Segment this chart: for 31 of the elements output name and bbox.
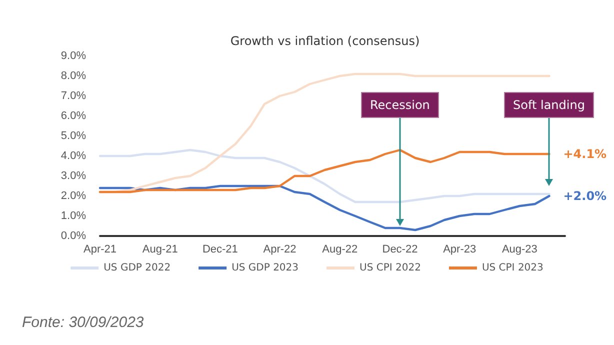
x-tick-label: Apr-22 — [263, 244, 296, 256]
chart-title: Growth vs inflation (consensus) — [230, 34, 420, 48]
annotation: +4.1% — [563, 147, 607, 161]
x-tick-label: Apr-23 — [443, 244, 476, 256]
y-tick-label: 7.0% — [60, 90, 86, 102]
y-tick-label: 6.0% — [60, 110, 86, 122]
legend-label: US CPI 2022 — [360, 262, 421, 274]
source-note: Fonte: 30/09/2023 — [22, 314, 144, 331]
y-tick-label: 4.0% — [60, 150, 86, 162]
annotation: +2.0% — [563, 189, 607, 203]
y-tick-label: 9.0% — [60, 50, 86, 62]
legend-label: US CPI 2023 — [482, 262, 544, 274]
x-tick-label: Apr-21 — [83, 244, 117, 256]
legend-label: US GDP 2023 — [232, 262, 299, 274]
annotation: Soft landing — [504, 92, 594, 118]
line-series — [98, 148, 550, 194]
line-series — [98, 184, 550, 232]
y-tick-label: 3.0% — [60, 170, 86, 182]
y-tick-label: 8.0% — [60, 70, 86, 82]
x-tick-label: Dec-21 — [202, 244, 238, 256]
x-tick-label: Aug-23 — [502, 244, 538, 256]
x-tick-label: Dec-22 — [382, 244, 418, 256]
y-tick-label: 1.0% — [60, 210, 86, 222]
line-series — [98, 148, 550, 204]
legend-label: US GDP 2022 — [104, 262, 171, 274]
y-tick-label: 5.0% — [60, 130, 86, 142]
y-tick-label: 2.0% — [60, 190, 86, 202]
x-tick-label: Aug-21 — [142, 244, 178, 256]
annotation: Recession — [360, 92, 439, 118]
y-tick-label: 0.0% — [60, 230, 86, 242]
x-tick-label: Aug-22 — [322, 244, 358, 256]
